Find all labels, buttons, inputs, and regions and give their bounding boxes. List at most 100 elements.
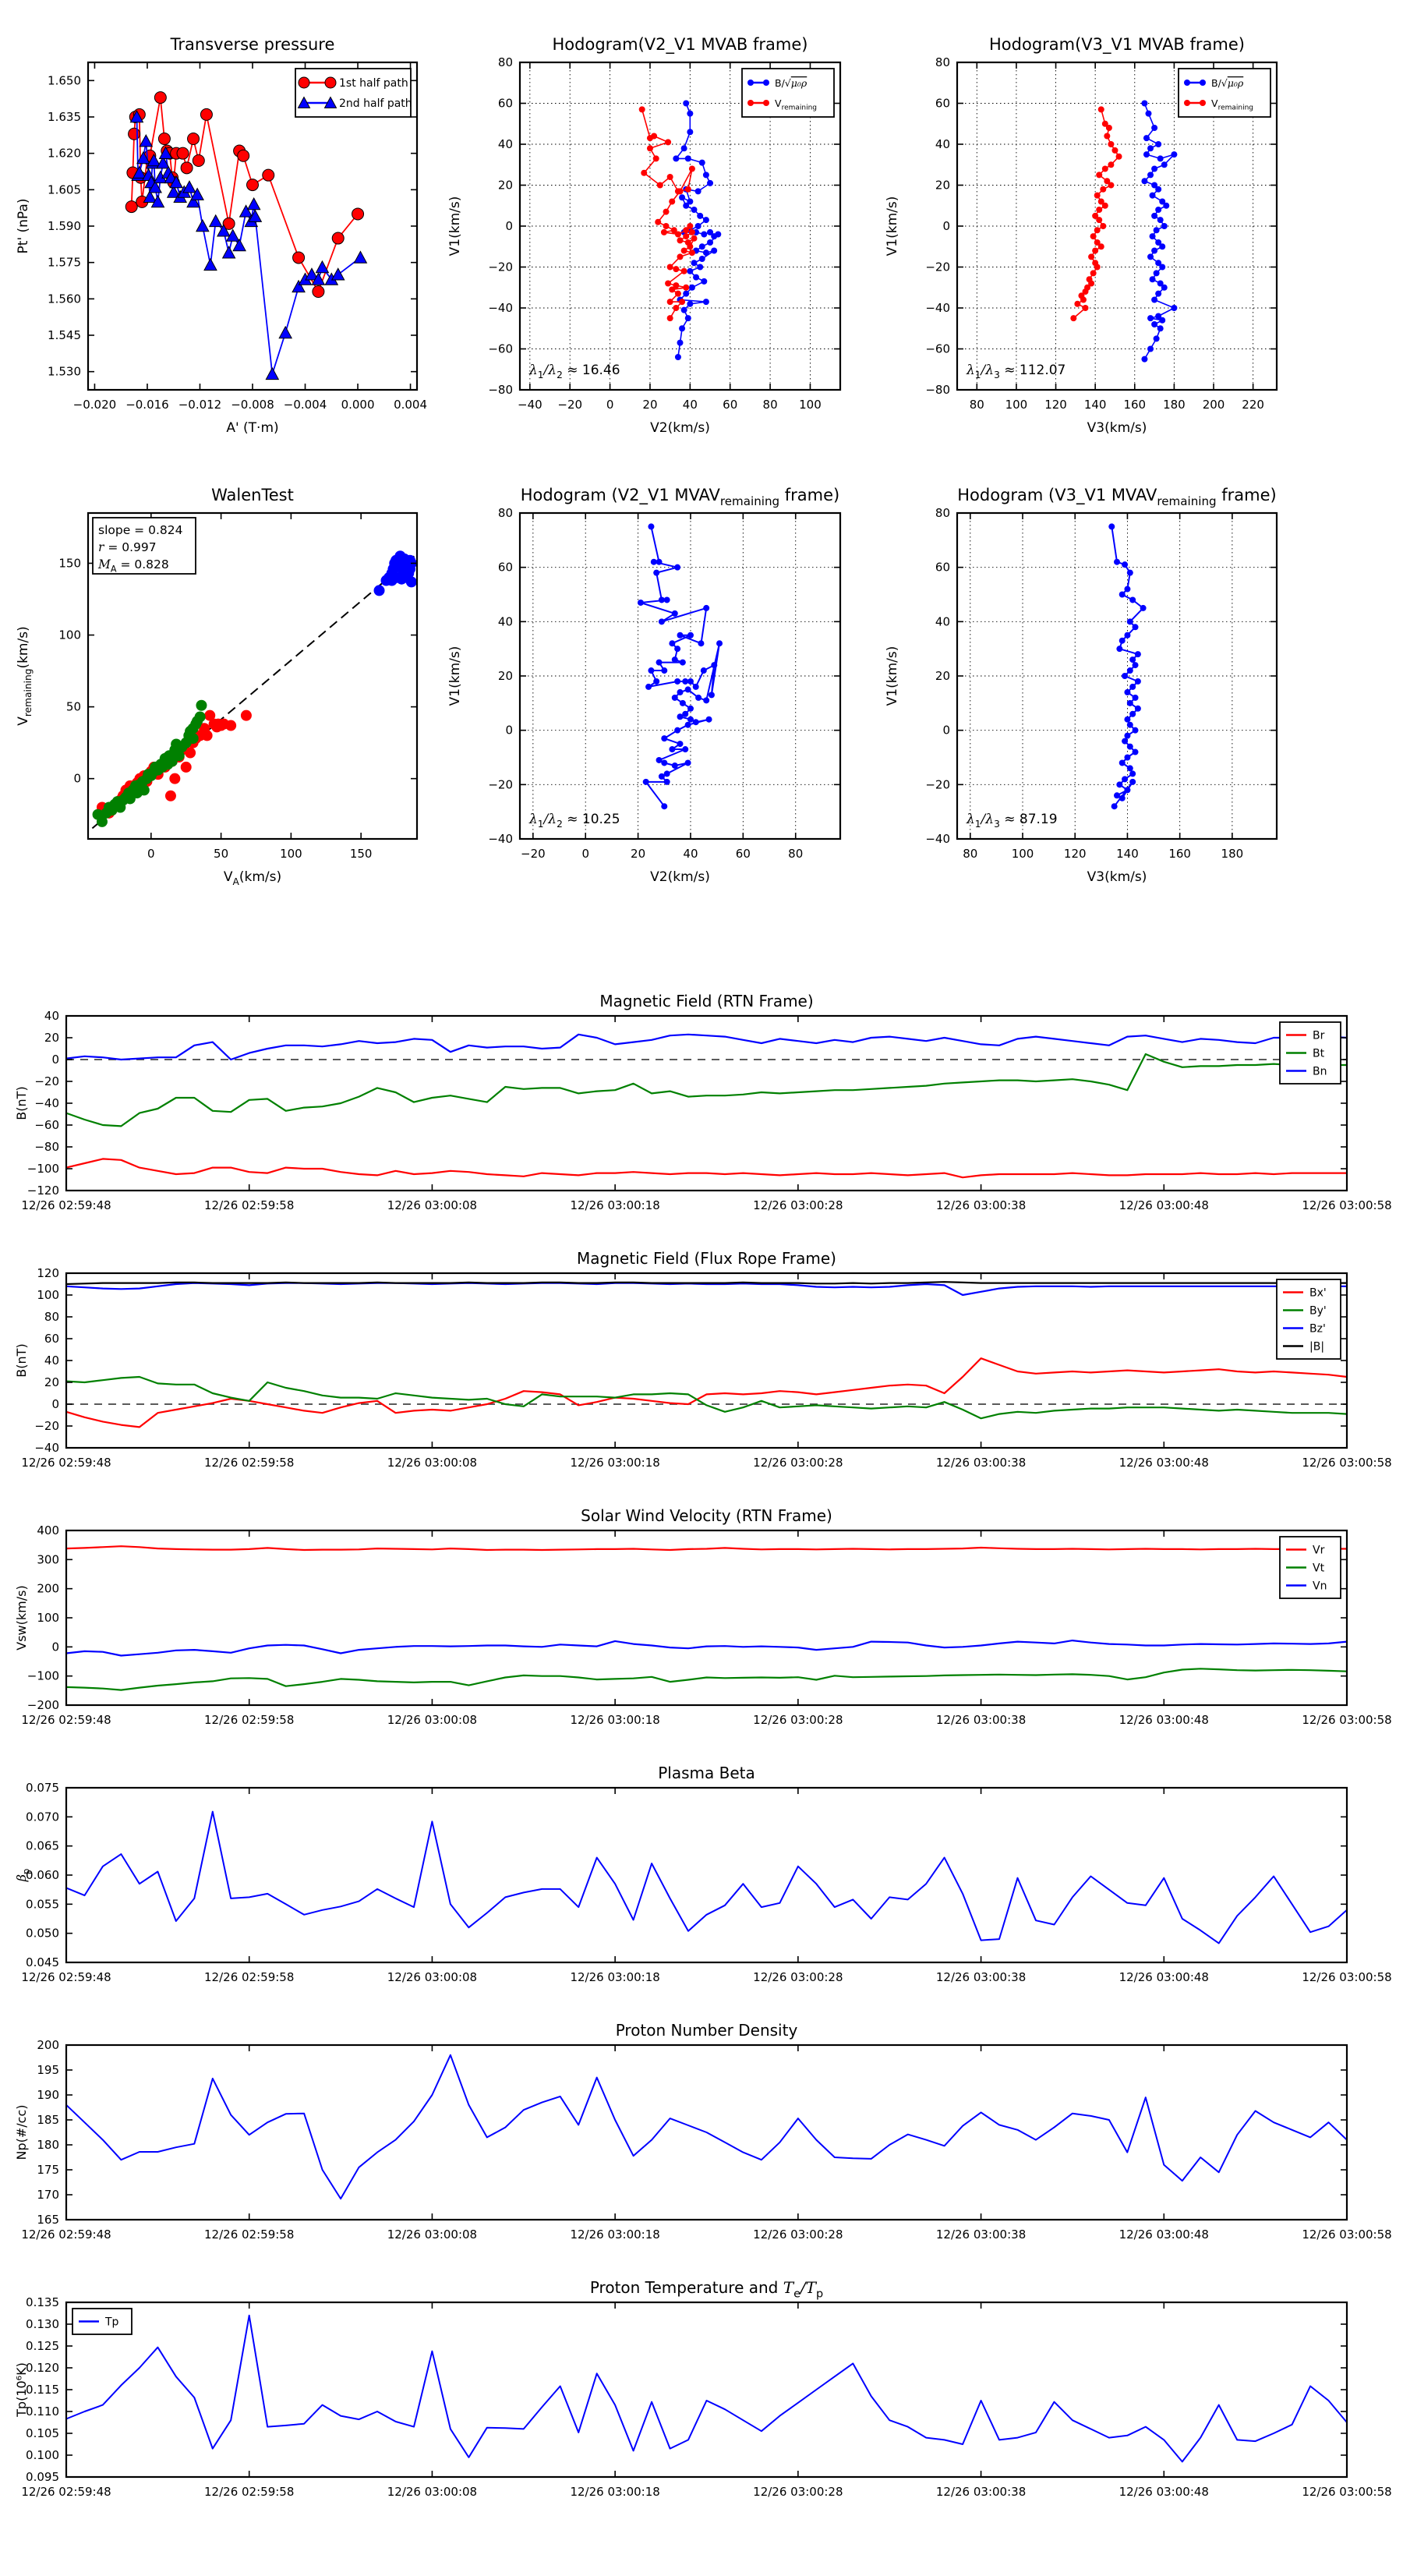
marker-dot: [1129, 770, 1136, 777]
marker-triangle: [292, 279, 306, 293]
chart-title: Hodogram(V3_V1 MVAB frame): [989, 35, 1245, 55]
marker-dot: [1100, 223, 1107, 229]
marker-dot: [641, 169, 648, 176]
panel-transverse_pressure: −0.020 −0.016 −0.012 −0.008 −0.004 0.000 0.004…: [16, 35, 427, 436]
marker-dot: [1124, 688, 1131, 695]
x-tick-label: 12/26 03:00:18: [570, 1970, 659, 1984]
x-tick-label: 0: [581, 847, 589, 861]
marker-dot: [698, 243, 705, 250]
marker-dot: [1082, 305, 1089, 311]
marker-dot: [1151, 212, 1158, 219]
marker-dot: [201, 730, 213, 741]
marker-dot: [1155, 260, 1162, 267]
x-tick-label: 12/26 03:00:28: [753, 1456, 843, 1470]
marker-triangle: [353, 250, 368, 264]
x-tick-label: 80: [788, 847, 803, 861]
marker-dot: [173, 750, 185, 762]
marker-dot: [687, 678, 694, 685]
annotation: λ1/λ3 ≈ 87.19: [966, 812, 1058, 830]
marker-triangle: [330, 267, 345, 281]
legend-label: Bn: [1313, 1066, 1327, 1078]
x-tick-label: 12/26 03:00:48: [1119, 2485, 1209, 2499]
marker-dot: [666, 174, 673, 180]
marker-dot: [1184, 80, 1190, 86]
marker-dot: [1155, 313, 1162, 320]
y-tick-label: 60: [498, 97, 513, 111]
marker-dot: [1092, 212, 1099, 219]
legend-label: Vremaining: [1211, 97, 1253, 112]
marker-circle: [312, 285, 325, 298]
y-axis-label: B(nT): [14, 1343, 29, 1377]
marker-dot: [669, 640, 676, 647]
marker-dot: [204, 709, 216, 721]
y-tick-label: −60: [925, 342, 950, 356]
y-tick-label: −40: [488, 832, 513, 846]
panel-walen_test: 0 50 100 150 0 50 100 150 WalenTest VA(km/s) Vrema…: [16, 486, 419, 887]
marker-triangle: [129, 109, 144, 123]
y-axis-label: βp: [14, 1869, 31, 1883]
y-tick-label: 0.100: [26, 2448, 59, 2462]
y-tick-label: 0: [51, 1397, 59, 1411]
marker-dot: [1159, 264, 1166, 271]
y-tick-label: −80: [488, 383, 513, 397]
series-Br: [65, 1158, 1347, 1179]
y-tick-label: 0.120: [26, 2361, 59, 2375]
marker-dot: [671, 694, 678, 701]
x-tick-label: 12/26 03:00:38: [936, 1970, 1026, 1984]
y-axis-label: V1(km/s): [447, 646, 463, 706]
x-tick-label: 100: [799, 398, 822, 412]
marker-dot: [1088, 253, 1095, 260]
marker-dot: [1129, 656, 1136, 663]
marker-dot: [684, 686, 691, 693]
panel-hodogram_v3_v1_mvab: 80 100 120 140 160 180 200 220 −80 −60 −40 −20 0 20 40…: [885, 35, 1278, 436]
marker-dot: [1108, 182, 1115, 189]
x-tick-label: 12/26 03:00:18: [570, 1198, 659, 1212]
marker-triangle: [246, 196, 261, 211]
marker-dot: [666, 315, 673, 322]
y-tick-label: 400: [37, 1523, 59, 1537]
marker-dot: [648, 523, 655, 530]
y-tick-label: 0: [51, 1640, 59, 1654]
y-tick-label: −20: [925, 777, 950, 791]
y-tick-label: 150: [58, 556, 81, 570]
y-tick-label: 0.130: [26, 2317, 59, 2331]
legend-label: Vr: [1313, 1545, 1325, 1557]
x-tick-label: 0: [147, 847, 155, 861]
marker-dot: [703, 604, 710, 611]
marker-dot: [1116, 646, 1123, 653]
legend-label: Bx': [1309, 1287, 1327, 1300]
chart-title: Magnetic Field (Flux Rope Frame): [577, 1249, 836, 1268]
y-tick-label: 20: [44, 1375, 59, 1389]
y-axis-label: Np(#/cc): [14, 2105, 29, 2160]
marker-dot: [1097, 243, 1104, 250]
y-tick-label: −40: [34, 1096, 59, 1110]
marker-dot: [1094, 239, 1101, 246]
marker-dot: [674, 354, 681, 360]
marker-dot: [1147, 172, 1154, 179]
legend-label: Br: [1313, 1030, 1325, 1042]
y-tick-label: 20: [498, 669, 513, 683]
marker-dot: [687, 716, 694, 723]
x-tick-label: 220: [1242, 398, 1264, 412]
marker-dot: [691, 235, 698, 242]
y-tick-label: 0: [505, 724, 513, 738]
chart-title: Hodogram(V2_V1 MVAB frame): [553, 35, 808, 55]
y-tick-label: 100: [37, 1611, 59, 1625]
marker-dot: [673, 266, 680, 273]
y-tick-label: 1.545: [48, 328, 81, 342]
marker-dot: [648, 667, 655, 674]
marker-dot: [1143, 151, 1150, 158]
marker-dot: [1116, 781, 1123, 788]
x-tick-label: 12/26 03:00:18: [570, 1456, 659, 1470]
marker-dot: [1122, 738, 1129, 745]
marker-triangle: [311, 272, 326, 285]
x-tick-label: 12/26 03:00:28: [753, 1713, 843, 1727]
marker-dot: [666, 264, 673, 271]
x-tick-label: 12/26 02:59:58: [204, 1970, 294, 1984]
series-Bx-prime: [65, 1357, 1348, 1428]
x-tick-label: 12/26 03:00:28: [753, 2227, 843, 2242]
marker-circle: [246, 179, 259, 192]
marker-dot: [694, 223, 702, 229]
x-tick-label: 12/26 03:00:18: [570, 1713, 659, 1727]
y-tick-label: 0.045: [26, 1955, 59, 1969]
